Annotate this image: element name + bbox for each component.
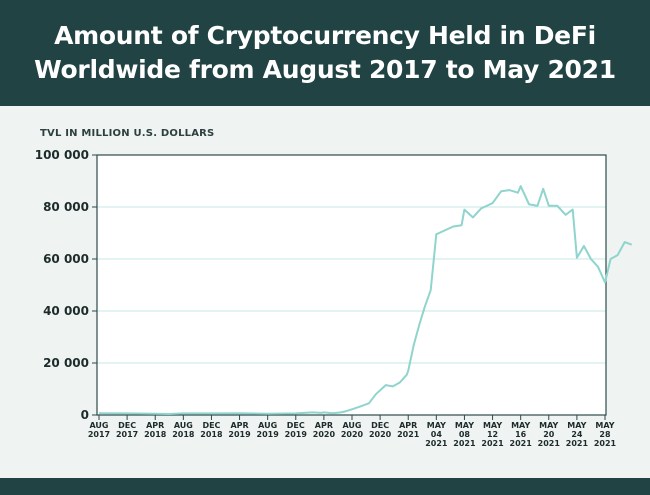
x-tick-label: MAY 12 2021 (481, 421, 504, 448)
x-tick-label: DEC 2017 (116, 421, 138, 439)
x-tick-label: APR 2020 (313, 421, 336, 439)
y-tick-label: 60 000 (43, 252, 89, 266)
y-axis-label: TVL IN MILLION U.S. DOLLARS (40, 128, 215, 139)
x-tick-label: DEC 2019 (285, 421, 308, 439)
x-tick-label: APR 2021 (397, 421, 420, 439)
x-tick-label: DEC 2018 (200, 421, 223, 439)
y-tick-label: 100 000 (35, 148, 89, 162)
x-tick-label: AUG 2019 (257, 421, 280, 439)
footer-bar (0, 478, 650, 495)
x-tick-label: APR 2019 (228, 421, 251, 439)
x-tick-label: DEC 2020 (369, 421, 392, 439)
chart-title-line-1: Amount of Cryptocurrency Held in DeFi (54, 21, 596, 50)
x-tick-label: AUG 2018 (172, 421, 195, 439)
series-line-tvl (98, 185, 633, 415)
plot-area (97, 155, 606, 415)
x-tick-label: MAY 04 2021 (425, 421, 448, 448)
x-tick-label: MAY 08 2021 (453, 421, 476, 448)
chart-title-line-2: Worldwide from August 2017 to May 2021 (34, 55, 616, 84)
x-tick-label: AUG 2020 (341, 421, 364, 439)
y-tick-label: 80 000 (43, 200, 89, 214)
y-tick-label: 20 000 (43, 356, 89, 370)
y-tick-label: 40 000 (43, 304, 89, 318)
chart-header: Amount of Cryptocurrency Held in DeFi Wo… (0, 0, 650, 106)
x-tick-label: AUG 2017 (88, 421, 110, 439)
x-tick-label: MAY 20 2021 (538, 421, 561, 448)
x-tick-label: MAY 24 2021 (566, 421, 589, 448)
x-tick-label: APR 2018 (144, 421, 167, 439)
x-tick-label: MAY 16 2021 (510, 421, 533, 448)
x-tick-label: MAY 28 2021 (594, 421, 617, 448)
y-tick-label: 0 (81, 408, 89, 422)
